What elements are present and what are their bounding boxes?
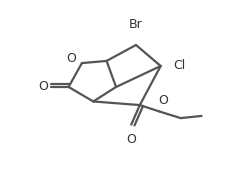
Text: O: O (126, 133, 136, 146)
Text: O: O (66, 52, 76, 65)
Text: Cl: Cl (173, 59, 185, 73)
Text: O: O (159, 93, 169, 107)
Text: O: O (38, 80, 48, 93)
Text: Br: Br (129, 18, 143, 31)
